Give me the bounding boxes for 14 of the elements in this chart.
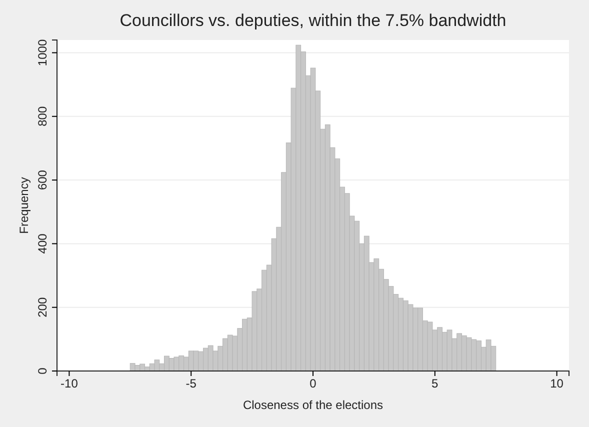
y-axis-title: Frequency — [17, 177, 31, 234]
x-tick-label: 5 — [432, 376, 439, 391]
y-tick-label: 600 — [36, 170, 50, 190]
y-tick-label: 0 — [36, 367, 50, 374]
x-tick-label: 0 — [310, 376, 317, 391]
x-tick-label: -5 — [186, 376, 197, 391]
x-tick-label: 10 — [550, 376, 564, 391]
y-tick-label: 200 — [36, 297, 50, 318]
x-axis-title: Closeness of the elections — [242, 398, 384, 412]
chart-title: Councillors vs. deputies, within the 7.5% bandwidth — [120, 11, 506, 30]
y-tick-label: 800 — [36, 106, 50, 126]
y-tick-label: 400 — [36, 233, 50, 254]
y-tick-label: 1000 — [36, 39, 50, 66]
x-tick-label: -10 — [60, 376, 78, 391]
